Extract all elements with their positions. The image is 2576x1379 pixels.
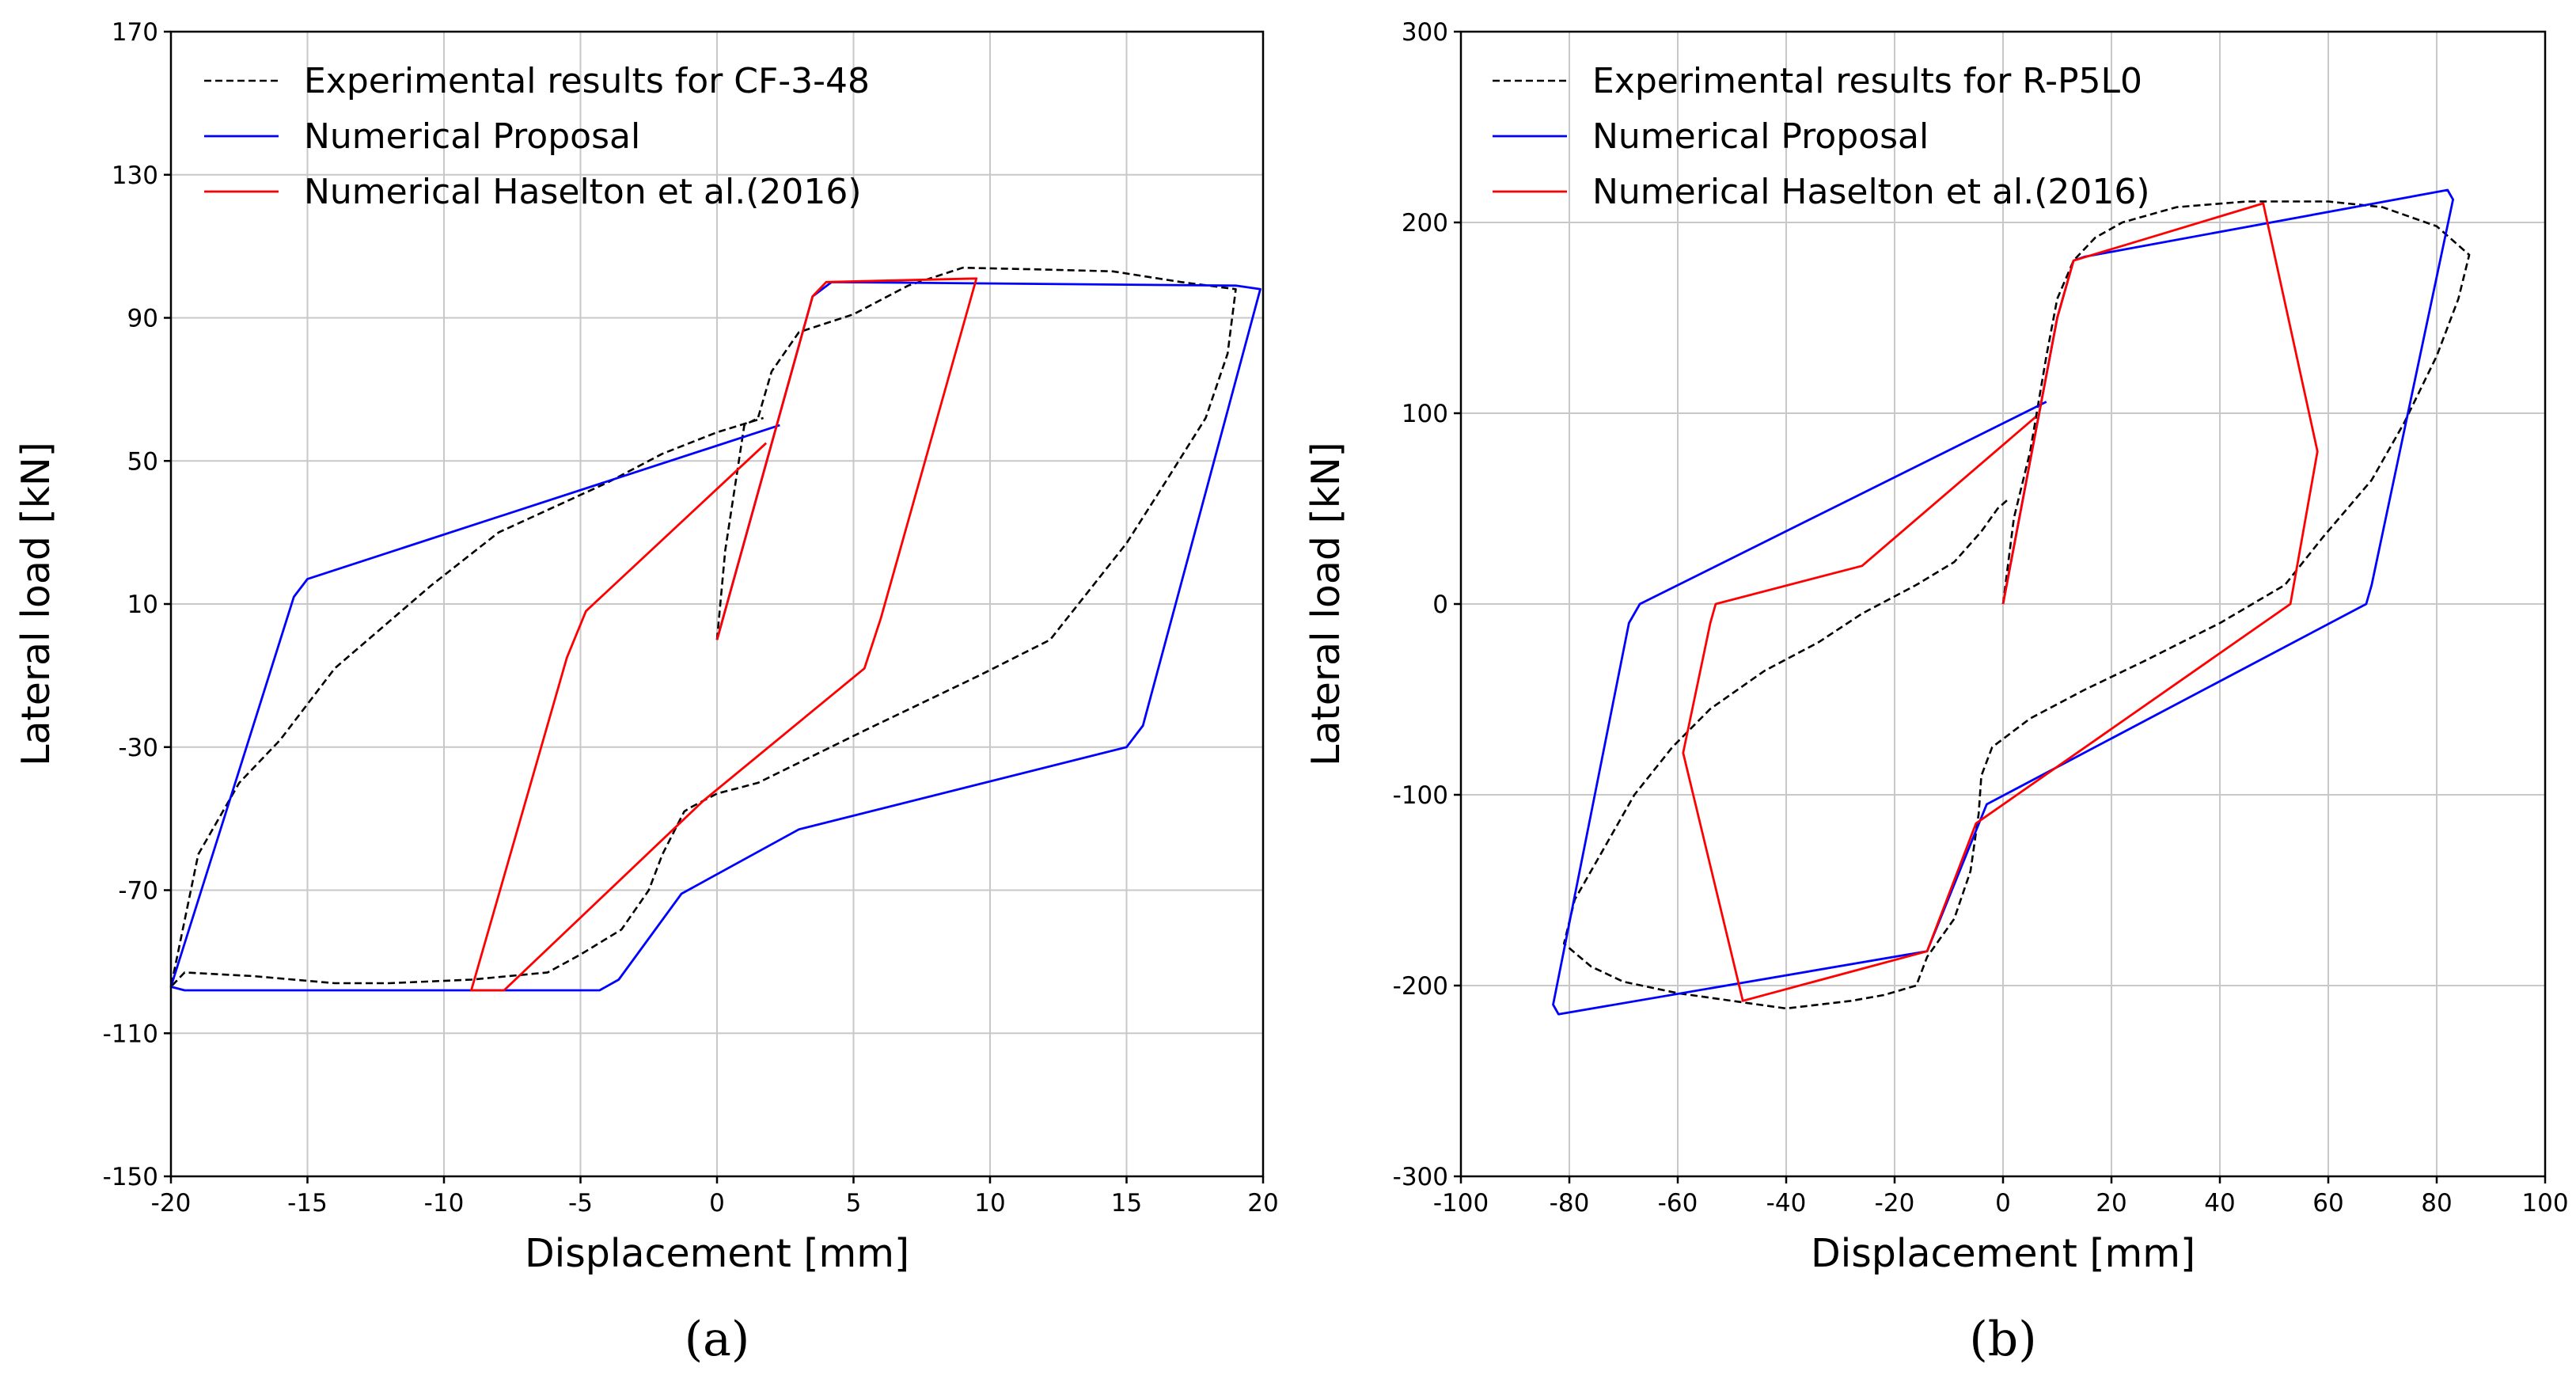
chart-a-legend-label-experimental-results-for-cf-3-48: Experimental results for CF-3-48 bbox=[304, 61, 870, 101]
chart-a-ytick-label: -150 bbox=[103, 1163, 158, 1191]
chart-b-xaxis-label: Displacement [mm] bbox=[1811, 1231, 2195, 1276]
chart-b-xtick-label: 40 bbox=[2204, 1189, 2235, 1218]
chart-a-ytick-label: -110 bbox=[103, 1020, 158, 1048]
chart-a-ytick-label: -30 bbox=[118, 734, 158, 762]
chart-b-ytick-label: -100 bbox=[1393, 781, 1448, 810]
chart-b-ytick-label: -200 bbox=[1393, 972, 1448, 1001]
chart-b-series-numerical-haselton-et-al-2016-line bbox=[1682, 202, 2319, 1002]
chart-b-xtick-label: -40 bbox=[1766, 1189, 1807, 1218]
chart-b-legend-label-experimental-results-for-r-p5l0: Experimental results for R-P5L0 bbox=[1592, 61, 2142, 101]
chart-a-ytick-label: 90 bbox=[127, 305, 158, 333]
chart-a-grid bbox=[171, 32, 1263, 1176]
chart-a-xtick-label: -5 bbox=[568, 1189, 593, 1218]
chart-b-ytick-label: 100 bbox=[1402, 400, 1448, 428]
chart-b-series-experimental-results-for-r-p5l0-line bbox=[1562, 200, 2471, 1010]
chart-b-xtick-label: 0 bbox=[1995, 1189, 2011, 1218]
chart-a-ytick-label: 170 bbox=[112, 18, 158, 47]
chart-a-yaxis-label: Lateral load [kN] bbox=[13, 442, 59, 766]
chart-a-xtick-label: -15 bbox=[287, 1189, 328, 1218]
chart-b-xtick-label: 100 bbox=[2521, 1189, 2568, 1218]
chart-a-legend-label-numerical-haselton-et-al-2016: Numerical Haselton et al.(2016) bbox=[304, 172, 862, 212]
chart-b-caption: (b) bbox=[1969, 1312, 2036, 1367]
chart-panel-a: -20 -15 -10 -5 0 5 10 15 20 -150 -110 -70 -30 10 50 90 1… bbox=[13, 18, 1279, 1367]
chart-a-xtick-label: 15 bbox=[1111, 1189, 1142, 1218]
chart-b-xtick-label: -60 bbox=[1658, 1189, 1698, 1218]
chart-b-ytick-label: 200 bbox=[1402, 209, 1448, 237]
chart-b-xtick-label: -100 bbox=[1433, 1189, 1489, 1218]
chart-b-xtick-label: 80 bbox=[2421, 1189, 2452, 1218]
chart-a-xtick-label: 10 bbox=[974, 1189, 1005, 1218]
chart-b-yaxis-label: Lateral load [kN] bbox=[1303, 442, 1349, 766]
chart-a-xtick-label: 5 bbox=[846, 1189, 862, 1218]
chart-b-legend-label-numerical-proposal: Numerical Proposal bbox=[1592, 116, 1929, 157]
chart-a-ytick-label: 10 bbox=[127, 591, 158, 619]
chart-b-xtick-label: 60 bbox=[2312, 1189, 2343, 1218]
chart-a-series-numerical-haselton-et-al-2016-line bbox=[470, 277, 978, 992]
chart-a-legend-label-numerical-proposal: Numerical Proposal bbox=[304, 116, 640, 157]
chart-a-caption: (a) bbox=[685, 1312, 750, 1367]
chart-a-ytick-label: -70 bbox=[118, 877, 158, 906]
chart-panel-b: -100 -80 -60 -40 -20 0 20 40 60 80 100-300-200-100… bbox=[1303, 18, 2569, 1367]
chart-b-legend-label-numerical-haselton-et-al-2016: Numerical Haselton et al.(2016) bbox=[1592, 172, 2150, 212]
chart-b-ytick-label: 0 bbox=[1432, 591, 1448, 619]
chart-a-series-numerical-proposal-line bbox=[169, 280, 1261, 992]
chart-a-xtick-label: -10 bbox=[424, 1189, 465, 1218]
chart-b-xtick-label: 20 bbox=[2096, 1189, 2126, 1218]
chart-a-ytick-label: 130 bbox=[112, 161, 158, 190]
chart-b-ytick-label: 300 bbox=[1402, 18, 1448, 47]
chart-a-xtick-label: 0 bbox=[709, 1189, 725, 1218]
chart-b-xtick-label: -20 bbox=[1875, 1189, 1915, 1218]
chart-a-xaxis-label: Displacement [mm] bbox=[525, 1231, 909, 1276]
chart-b-xtick-label: -80 bbox=[1550, 1189, 1590, 1218]
chart-b-legend: Experimental results for R-P5L0 Numerical… bbox=[1493, 61, 2150, 212]
chart-b-ytick-label: -300 bbox=[1393, 1163, 1448, 1191]
chart-a-xtick-label: 20 bbox=[1247, 1189, 1278, 1218]
chart-a-xtick-label: -20 bbox=[151, 1189, 192, 1218]
chart-a-ytick-label: 50 bbox=[127, 447, 158, 476]
chart-a-legend: Experimental results for CF-3-48 Numerica… bbox=[204, 61, 870, 212]
